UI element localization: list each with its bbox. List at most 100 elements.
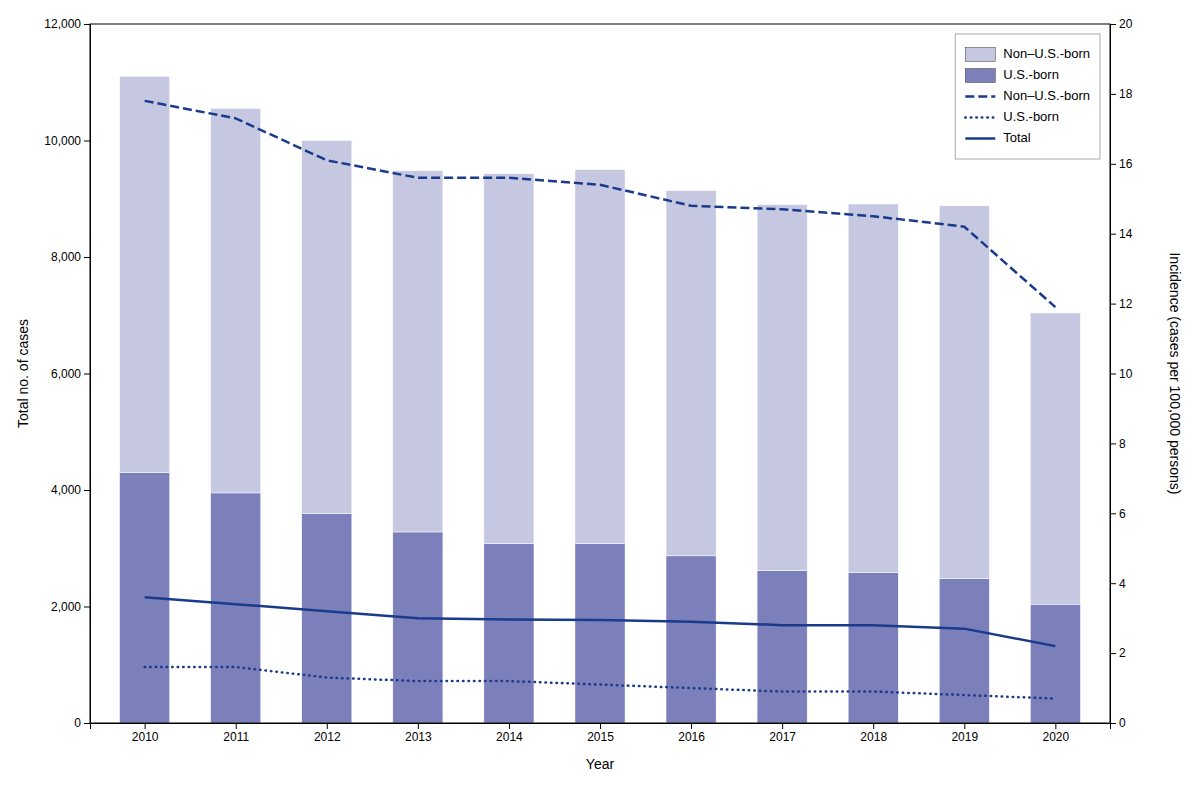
tick: 2018: [860, 723, 887, 744]
tick-mark: [1055, 723, 1056, 729]
tick-label: 10,000: [44, 134, 81, 148]
bar: [757, 570, 807, 723]
bar: [1030, 604, 1080, 723]
tick-label: 2016: [678, 730, 705, 744]
tick: 2,000: [51, 600, 90, 614]
tick: 2016: [678, 723, 705, 744]
tick-label: 2015: [587, 730, 614, 744]
bar: [848, 204, 898, 573]
tick-label: 16: [1119, 157, 1133, 171]
tick-mark: [1110, 583, 1116, 584]
tick: 8,000: [51, 250, 90, 264]
bar: [666, 556, 716, 723]
bar: [757, 205, 807, 571]
legend-swatch: [965, 48, 995, 62]
bar: [939, 206, 989, 579]
tick-mark: [84, 490, 90, 491]
axis-line: [1111, 25, 1117, 724]
bar: [393, 532, 443, 723]
tick-label: 0: [1119, 716, 1126, 730]
tick-label: 2018: [860, 730, 887, 744]
tick: 18: [1110, 87, 1133, 101]
bar: [120, 76, 170, 472]
bar: [848, 573, 898, 723]
bar: [939, 579, 989, 723]
tick-label: 12: [1119, 297, 1133, 311]
line: [145, 597, 1056, 646]
tick: 2020: [1043, 723, 1070, 744]
tick: 2017: [769, 723, 796, 744]
tick-mark: [1110, 653, 1116, 654]
line: [145, 101, 1056, 307]
legend-swatch: [965, 116, 995, 119]
tick-mark: [1110, 234, 1116, 235]
tick: 0: [1110, 716, 1126, 730]
bar: [484, 174, 534, 544]
tick: 2012: [314, 723, 341, 744]
tick-label: 6,000: [51, 367, 81, 381]
plot-frame: [90, 24, 1110, 723]
bar: [393, 171, 443, 532]
tick-mark: [600, 723, 601, 729]
tick: 2019: [951, 723, 978, 744]
y-axis-title: Total no. of cases: [15, 319, 31, 428]
marks: [120, 76, 1081, 723]
legend: Non–U.S.-bornU.S.-bornNon–U.S.-bornU.S.-…: [955, 34, 1100, 159]
tick-label: 4: [1119, 577, 1126, 591]
tick: 20: [1110, 17, 1133, 31]
legend-swatch: [965, 137, 995, 140]
tick-mark: [782, 723, 783, 729]
bar-series: [120, 76, 1081, 604]
x-axis-title: Year: [586, 756, 615, 772]
tick-mark: [145, 723, 146, 729]
tick: 12,000: [44, 17, 90, 31]
chart: 2010201120122013201420152016201720182019…: [0, 0, 1200, 787]
tick: 10,000: [44, 134, 90, 148]
tick-mark: [84, 24, 90, 25]
legend-swatch: [965, 95, 995, 98]
tick-label: 18: [1119, 87, 1133, 101]
tick-mark: [236, 723, 237, 729]
tick: 4,000: [51, 483, 90, 497]
tick-mark: [1110, 304, 1116, 305]
y2-axis: 0 2 4 6 8 10 12 14 16 18 20: [1110, 17, 1133, 730]
tick: 2014: [496, 723, 523, 744]
tick-mark: [84, 141, 90, 142]
bar: [211, 493, 261, 723]
x-axis: 2010201120122013201420152016201720182019…: [91, 723, 1111, 744]
tick-label: 2011: [223, 730, 249, 744]
tick-mark: [1110, 24, 1116, 25]
tick: 8: [1110, 437, 1126, 451]
bar: [484, 544, 534, 723]
tick-label: 2013: [405, 730, 432, 744]
legend-swatch: [965, 69, 995, 83]
tick-mark: [1110, 443, 1116, 444]
legend-label: Non–U.S.-born: [1003, 88, 1090, 103]
tick: 16: [1110, 157, 1133, 171]
tick-mark: [1110, 723, 1116, 724]
tick-label: 2014: [496, 730, 523, 744]
tick-mark: [1110, 164, 1116, 165]
tick-label: 10: [1119, 367, 1133, 381]
line: [145, 667, 1056, 698]
tick-label: 2020: [1043, 730, 1070, 744]
tick: 14: [1110, 227, 1133, 241]
tick-mark: [1110, 374, 1116, 375]
tick: 12: [1110, 297, 1133, 311]
tick-label: 2: [1119, 646, 1126, 660]
bar: [302, 513, 352, 723]
tick-label: 6: [1119, 507, 1126, 521]
tick: 6: [1110, 507, 1126, 521]
tick-mark: [327, 723, 328, 729]
tick-label: 2012: [314, 730, 341, 744]
tick-label: 8: [1119, 437, 1126, 451]
tick-mark: [84, 723, 90, 724]
tick-mark: [873, 723, 874, 729]
tick-mark: [691, 723, 692, 729]
tick-mark: [964, 723, 965, 729]
tick-label: 20: [1119, 17, 1133, 31]
tick-label: 4,000: [51, 483, 81, 497]
tick-label: 2,000: [51, 600, 81, 614]
y-axis: 02,0004,0006,0008,00010,00012,000: [44, 17, 90, 730]
tick-mark: [418, 723, 419, 729]
